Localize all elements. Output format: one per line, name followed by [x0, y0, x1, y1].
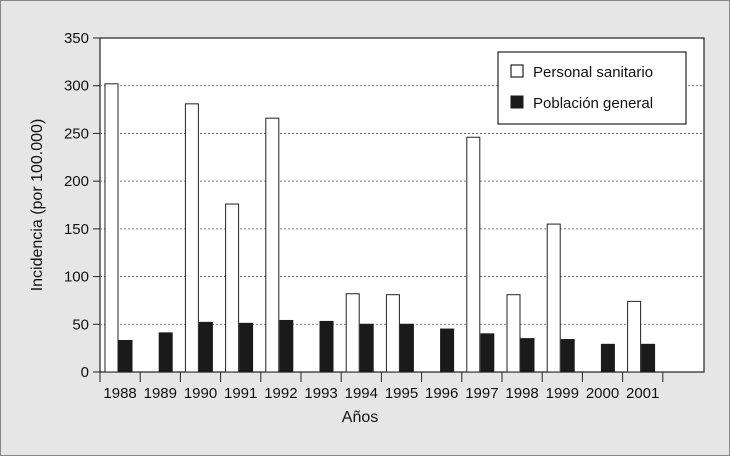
x-tick-label: 1995	[385, 385, 418, 402]
legend-label-personal-sanitario: Personal sanitario	[533, 64, 653, 81]
bar-poblacion-general	[198, 321, 213, 373]
x-tick-label: 1992	[264, 385, 297, 402]
y-tick-label: 250	[64, 125, 89, 142]
bar-poblacion-general	[319, 320, 334, 373]
x-tick-label: 1991	[224, 385, 257, 402]
bar-poblacion-general	[118, 340, 133, 373]
bar-personal-sanitario	[225, 203, 240, 373]
x-tick-label: 1989	[144, 385, 177, 402]
bar-poblacion-general	[399, 323, 414, 373]
bar-poblacion-general	[440, 328, 455, 373]
y-axis-title: Incidencia (por 100.000)	[29, 119, 46, 292]
x-tick-label: 1997	[465, 385, 498, 402]
bar-personal-sanitario	[627, 300, 642, 373]
x-tick-label: 2000	[586, 385, 619, 402]
bar-personal-sanitario	[506, 294, 521, 373]
y-tick-label: 300	[64, 78, 89, 95]
bar-poblacion-general	[239, 322, 254, 373]
x-axis-title: Años	[342, 409, 378, 426]
bar-personal-sanitario	[104, 83, 119, 373]
y-tick-label: 100	[64, 269, 89, 286]
bar-poblacion-general	[480, 333, 495, 373]
legend-label-poblacion-general: Población general	[533, 95, 653, 112]
y-tick-label: 50	[72, 316, 89, 333]
legend: Personal sanitario Población general	[497, 51, 687, 125]
legend-swatch-poblacion-general	[510, 95, 524, 109]
y-tick-label: 0	[81, 364, 89, 381]
bar-poblacion-general	[158, 332, 173, 373]
y-tick-label: 350	[64, 30, 89, 47]
x-axis: 1988 1989 1990 1991 1992 1993 1994 1995 1996 1997…	[99, 372, 664, 402]
bar-poblacion-general	[520, 338, 535, 373]
x-tick-label: 1999	[546, 385, 579, 402]
legend-swatch-personal-sanitario	[510, 64, 524, 78]
x-tick-label: 1993	[304, 385, 337, 402]
bar-poblacion-general	[279, 319, 294, 373]
x-tick-label: 2001	[626, 385, 659, 402]
bar-personal-sanitario	[184, 103, 199, 373]
bar-personal-sanitario	[466, 136, 481, 373]
legend-box	[497, 51, 687, 125]
y-tick-label: 200	[64, 173, 89, 190]
bars	[104, 83, 656, 373]
x-tick-label: 1988	[103, 385, 136, 402]
bar-poblacion-general	[600, 343, 615, 373]
bar-personal-sanitario	[546, 223, 561, 373]
bar-personal-sanitario	[265, 117, 280, 373]
bar-poblacion-general	[641, 343, 656, 373]
x-tick-label: 1990	[184, 385, 217, 402]
bar-personal-sanitario	[345, 293, 360, 373]
bar-poblacion-general	[560, 339, 575, 373]
bar-personal-sanitario	[385, 294, 400, 373]
bar-poblacion-general	[359, 323, 374, 373]
x-tick-label: 1998	[505, 385, 538, 402]
x-tick-label: 1994	[345, 385, 378, 402]
y-tick-label: 150	[64, 221, 89, 238]
y-axis: 0 50 100 150 200 250 300 350	[64, 30, 100, 381]
x-tick-label: 1996	[425, 385, 458, 402]
